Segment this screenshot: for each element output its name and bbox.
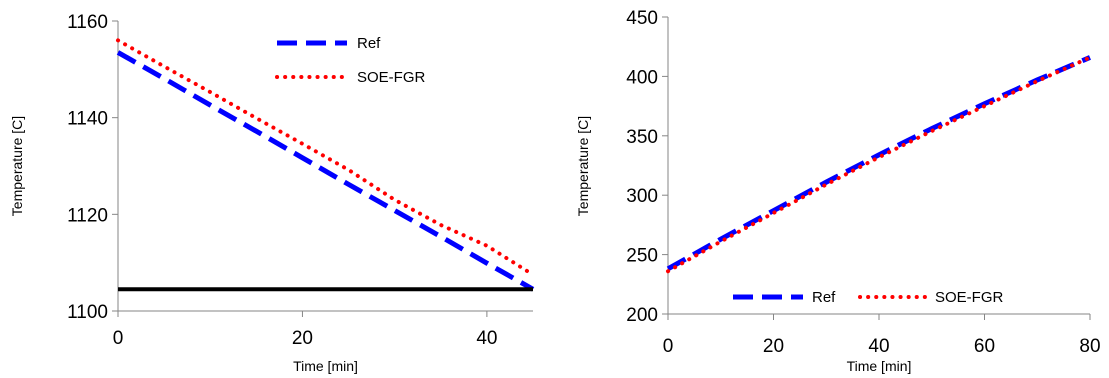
x-tick-label: 40 <box>476 328 497 349</box>
series-line-soe-fgr <box>666 55 1092 274</box>
series-line-soe-fgr <box>116 38 535 277</box>
x-tick-label: 0 <box>663 336 674 357</box>
y-tick-label: 350 <box>626 127 658 148</box>
y-tick-label: 400 <box>626 67 658 88</box>
x-tick-label: 0 <box>113 328 124 349</box>
x-tick-label: 80 <box>1079 336 1100 357</box>
x-tick-label: 40 <box>868 336 889 357</box>
y-tick-label: 1140 <box>67 109 108 130</box>
legend-label: SOE-FGR <box>935 289 1004 306</box>
y-tick-label: 1120 <box>67 205 108 226</box>
legend: Ref SOE-FGR <box>733 289 1004 306</box>
y-tick-label: 450 <box>626 8 658 29</box>
x-tick-label: 20 <box>292 328 313 349</box>
series-line-ref <box>116 50 535 292</box>
chart-2: 200 250 300 350 400 450 0 20 40 60 80 Time [min] Tem… <box>575 8 1101 374</box>
legend-label: SOE-FGR <box>357 69 426 86</box>
chart-1: 1100 1120 1140 1160 0 20 40 Time [min] Temperatu… <box>9 12 535 374</box>
y-tick-label: 1100 <box>67 302 108 323</box>
legend-label: Ref <box>357 35 381 52</box>
y-axis-label: Temperature [C] <box>575 116 591 216</box>
y-tick-label: 1160 <box>67 12 108 33</box>
y-tick-label: 200 <box>626 305 658 326</box>
legend: Ref SOE-FGR <box>275 35 426 86</box>
x-axis-label: Time [min] <box>847 358 912 374</box>
y-tick-label: 250 <box>626 246 658 267</box>
x-axis-label: Time [min] <box>293 358 358 374</box>
legend-label: Ref <box>812 289 836 306</box>
x-tick-label: 20 <box>763 336 784 357</box>
y-tick-label: 300 <box>626 186 658 207</box>
y-axis-label: Temperature [C] <box>9 116 25 216</box>
x-tick-label: 60 <box>974 336 995 357</box>
